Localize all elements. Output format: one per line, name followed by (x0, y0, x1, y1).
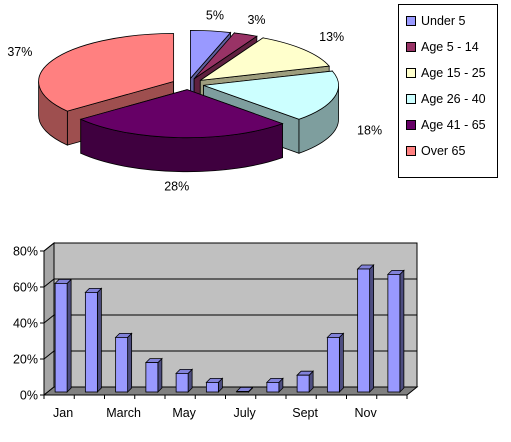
x-tick-label: Jan (53, 406, 73, 420)
gridline (43, 350, 417, 360)
legend-swatch (406, 16, 416, 26)
legend-label: Age 15 - 25 (421, 66, 486, 80)
legend-swatch (406, 42, 416, 52)
pie-label-over-65: 37% (7, 45, 32, 59)
pie-legend: Under 5 Age 5 - 14 Age 15 - 25 Age 26 - 40 A… (398, 4, 498, 178)
y-tick-label: 40% (13, 317, 38, 331)
pie-slice-age-41-65 (79, 89, 284, 173)
bar-sept (296, 370, 315, 393)
legend-item-age-5-14: Age 5 - 14 (406, 39, 479, 55)
legend-item-age-26-40: Age 26 - 40 (406, 91, 486, 107)
gridline (43, 242, 417, 252)
bar-aug (265, 377, 284, 393)
legend-item-age-41-65: Age 41 - 65 (406, 117, 486, 133)
legend-label: Under 5 (421, 14, 466, 28)
bar-oct (326, 332, 345, 393)
legend-swatch (406, 146, 416, 156)
pie-chart: 5% 3% 13% 18% 28% 37% (7, 9, 382, 194)
bar-feb (84, 287, 103, 393)
x-tick-label: July (234, 406, 257, 420)
legend-label: Over 65 (421, 144, 466, 158)
legend-label: Age 26 - 40 (421, 92, 486, 106)
bar-jun (205, 377, 224, 393)
bar-chart: 0% 20% 40% 60% 80% Jan March May July Sept Nov (13, 241, 419, 420)
legend-item-over-65: Over 65 (406, 143, 465, 159)
y-tick-label: 0% (20, 389, 38, 403)
x-tick-label: March (106, 406, 141, 420)
y-tick-label: 60% (13, 281, 38, 295)
pie-label-age-15-25: 13% (319, 30, 344, 44)
legend-label: Age 41 - 65 (421, 118, 486, 132)
bar-nov (356, 264, 375, 393)
bar-may (175, 368, 194, 393)
y-tick-label: 80% (13, 245, 38, 259)
legend-swatch (406, 94, 416, 104)
legend-item-age-15-25: Age 15 - 25 (406, 65, 486, 81)
y-tick-label: 20% (13, 353, 38, 367)
bar-dec (386, 269, 405, 393)
pie-label-under-5: 5% (206, 9, 224, 23)
x-tick-label: Sept (292, 406, 318, 420)
pie-label-age-5-14: 3% (247, 13, 265, 27)
gridline (43, 314, 417, 324)
pie-label-age-26-40: 18% (357, 123, 382, 137)
pie-label-age-41-65: 28% (164, 179, 189, 193)
bar-july (235, 386, 254, 393)
legend-swatch (406, 120, 416, 130)
x-tick-label: Nov (355, 406, 378, 420)
legend-swatch (406, 68, 416, 78)
x-tick-label: May (172, 406, 196, 420)
legend-item-under-5: Under 5 (406, 13, 465, 29)
legend-label: Age 5 - 14 (421, 40, 479, 54)
bar-apr (144, 357, 163, 393)
gridline (43, 278, 417, 288)
bar-march (114, 332, 133, 393)
bar-jan (54, 278, 73, 393)
